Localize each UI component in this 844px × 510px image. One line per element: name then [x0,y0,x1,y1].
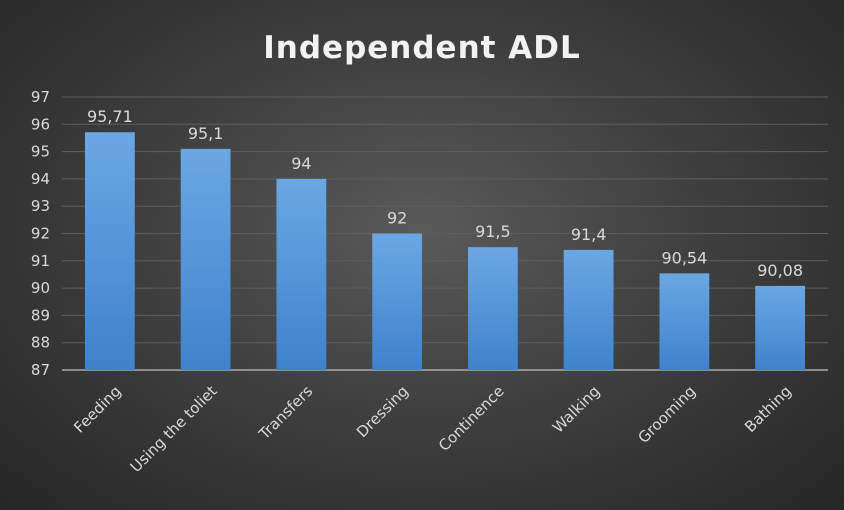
x-tick-label: Feeding [70,382,124,436]
y-tick-label: 89 [31,306,50,324]
data-label: 94 [291,154,311,173]
chart-title: Independent ADL [263,30,580,66]
x-tick-label: Using the toliet [127,382,221,476]
y-tick-label: 95 [31,143,50,161]
bar-dressing [372,233,423,370]
y-tick-label: 97 [31,88,50,106]
data-label: 91,4 [571,225,607,244]
data-label: 95,71 [87,107,133,126]
bar-transfers [276,178,327,370]
y-tick-label: 93 [31,197,50,215]
bar-grooming [659,273,710,370]
y-tick-label: 94 [31,170,50,188]
data-label: 90,54 [661,248,707,267]
y-tick-label: 96 [31,115,50,133]
bar-using-the-toliet [180,148,231,370]
data-label: 91,5 [475,222,511,241]
y-tick-label: 87 [31,361,50,379]
y-axis: 87 88 89 90 91 92 93 94 95 96 97 [31,88,50,379]
y-tick-label: 91 [31,252,50,270]
data-labels: 95,71 95,1 94 92 91,5 91,4 90,54 90,08 [87,107,803,280]
x-tick-label: Grooming [634,382,699,447]
bars [84,132,806,370]
x-axis: Feeding Using the toliet Transfers Dressing… [70,382,795,476]
data-label: 90,08 [757,261,803,280]
data-label: 95,1 [188,124,224,143]
y-tick-label: 90 [31,279,50,297]
gridlines [62,96,828,371]
x-tick-label: Bathing [741,382,795,436]
x-tick-label: Walking [549,382,604,437]
bar-continence [467,247,518,370]
bar-bathing [755,285,806,370]
data-label: 92 [387,209,407,228]
x-tick-label: Continence [435,382,508,455]
bar-walking [563,249,614,370]
y-tick-label: 92 [31,225,50,243]
x-tick-label: Transfers [255,382,317,444]
bar-feeding [84,132,135,370]
y-tick-label: 88 [31,334,50,352]
x-tick-label: Dressing [353,382,412,441]
